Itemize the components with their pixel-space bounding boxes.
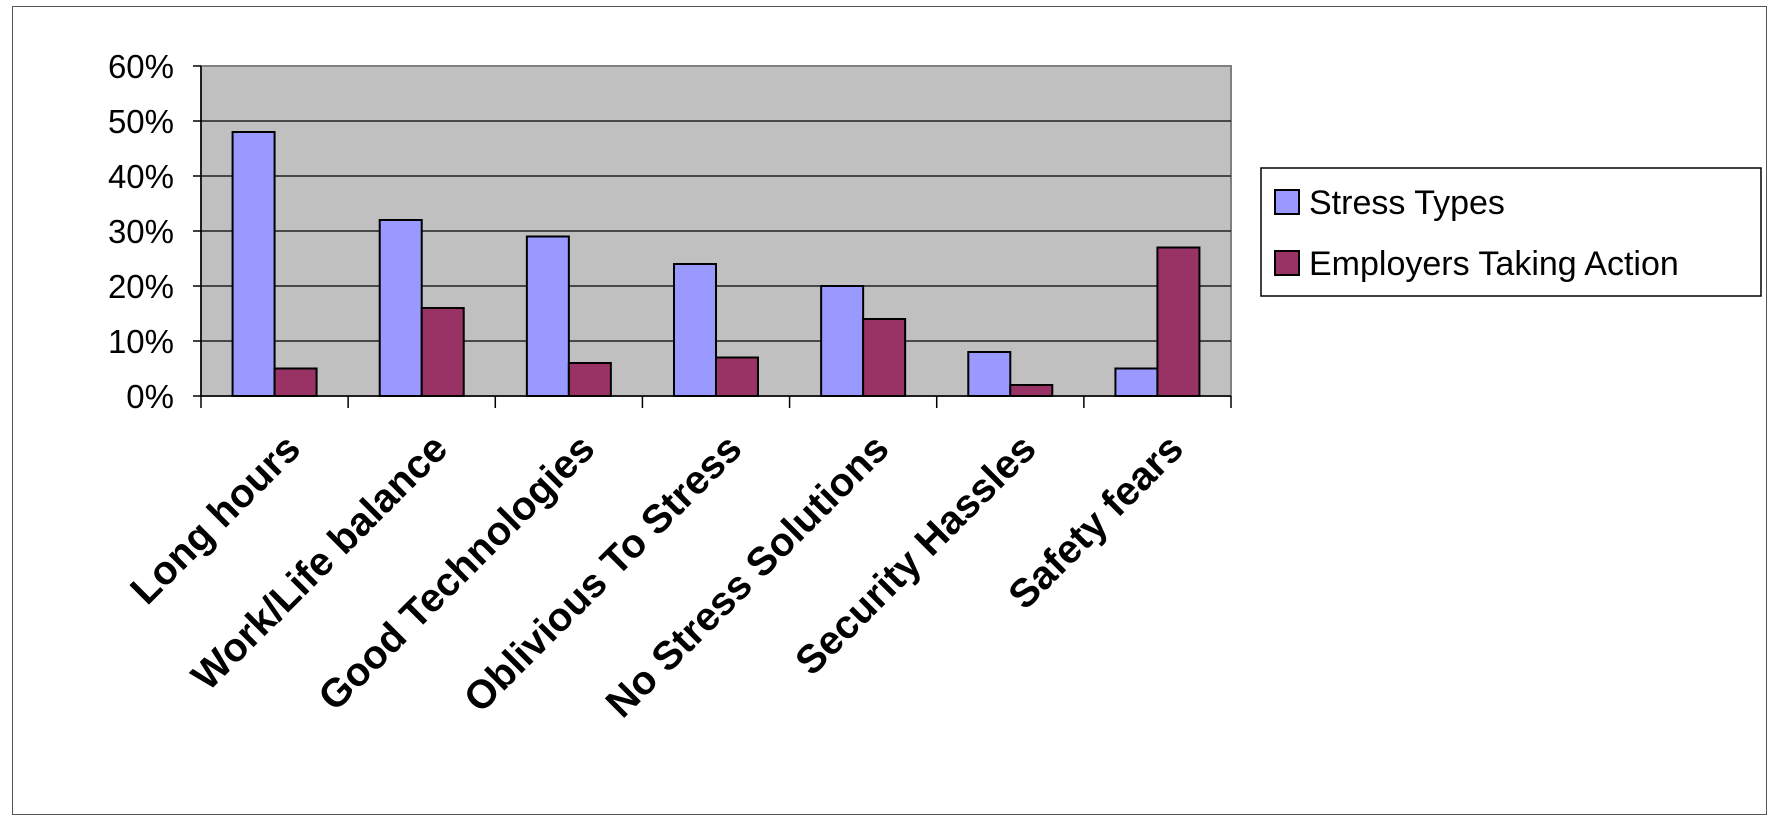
bar-employers-taking-action xyxy=(715,356,759,397)
bar-stress-types xyxy=(673,263,717,397)
y-tick-label: 50% xyxy=(108,103,174,140)
bar-stress-types xyxy=(525,235,570,397)
bar-employers-taking-action xyxy=(1156,246,1201,397)
legend-box xyxy=(1260,167,1762,297)
legend: Stress Types Employers Taking Action xyxy=(1260,167,1762,297)
y-tick-label: 0% xyxy=(126,378,174,415)
bar-employers-taking-action xyxy=(862,318,907,397)
legend-swatch xyxy=(1274,250,1300,276)
x-tick-label: Good Technologies xyxy=(310,426,603,719)
x-tick-label: No Stress Solutions xyxy=(598,426,898,726)
x-tick-label: Security Hassles xyxy=(787,426,1045,684)
y-tick-label: 60% xyxy=(108,48,174,85)
y-tick-label: 10% xyxy=(108,323,174,360)
x-tick-label: Work/Life balance xyxy=(183,426,456,699)
bar-employers-taking-action xyxy=(567,362,612,397)
bar-stress-types xyxy=(967,351,1012,397)
bar-stress-types xyxy=(231,131,276,397)
y-tick-label: 40% xyxy=(108,158,174,195)
y-tick-label: 20% xyxy=(108,268,174,305)
bar-employers-taking-action xyxy=(1009,384,1054,397)
axes xyxy=(193,65,1232,408)
legend-label: Employers Taking Action xyxy=(1309,245,1679,283)
x-tick-label: Oblivious To Stress xyxy=(456,426,751,721)
y-tick-label: 30% xyxy=(108,213,174,250)
y-axis-ticks: 0% 10% 20% 30% 40% 50% 60% xyxy=(108,48,174,415)
bar-stress-types xyxy=(820,285,865,397)
bar-employers-taking-action xyxy=(420,307,465,397)
bars xyxy=(231,131,1201,397)
bar-stress-types xyxy=(1114,367,1159,397)
legend-label: Stress Types xyxy=(1309,184,1505,222)
bar-stress-types xyxy=(378,219,423,397)
bar-employers-taking-action xyxy=(273,367,318,397)
legend-swatch xyxy=(1274,189,1300,215)
